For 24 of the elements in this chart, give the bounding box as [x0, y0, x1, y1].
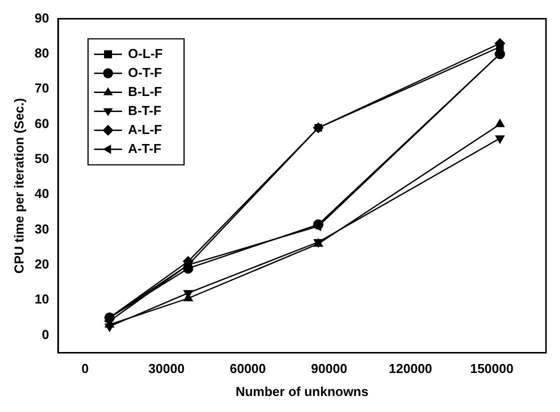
legend-label: A-L-F [128, 122, 162, 137]
legend-label: A-T-F [128, 140, 162, 156]
y-tick-label: 20 [34, 256, 50, 272]
x-tick-label: 0 [82, 361, 89, 376]
y-tick-label: 60 [34, 116, 50, 131]
y-tick-label: 80 [34, 46, 50, 61]
legend-label: O-T-F [128, 64, 162, 80]
legend-label: B-L-F [128, 84, 162, 99]
y-tick-label: 50 [34, 151, 50, 166]
x-axis-title: Number of unknowns [236, 384, 368, 399]
legend-label: O-L-F [128, 46, 163, 61]
legend-label: B-T-F [128, 102, 162, 118]
x-tick-label: 30000 [148, 361, 185, 376]
y-tick-label: 10 [34, 292, 50, 307]
x-tick-label: 60000 [230, 361, 266, 376]
x-tick-label: 150000 [470, 361, 514, 376]
y-tick-label: 0 [42, 326, 50, 342]
y-axis-title: CPU time per iteration (Sec.) [11, 98, 26, 274]
x-tick-label: 120000 [388, 361, 432, 376]
y-tick-label: 40 [34, 186, 50, 202]
y-tick-label: 90 [34, 10, 50, 26]
y-tick-label: 70 [34, 80, 50, 96]
y-tick-label: 30 [34, 221, 50, 236]
x-tick-label: 90000 [311, 361, 348, 376]
